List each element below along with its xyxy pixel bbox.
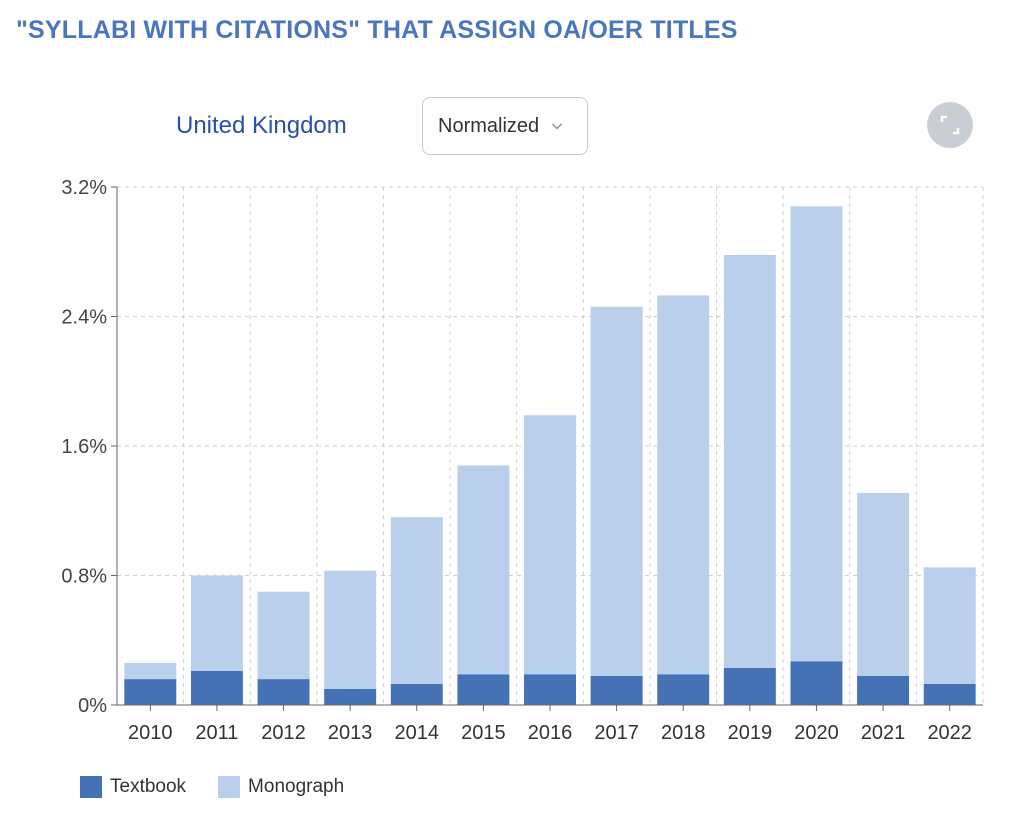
bar-textbook-2018	[657, 674, 710, 705]
bar-textbook-2011	[190, 671, 243, 705]
legend-item-monograph[interactable]: Monograph	[218, 776, 344, 798]
expand-button[interactable]	[927, 102, 973, 148]
x-tick-label: 2021	[861, 722, 906, 744]
bar-textbook-2019	[723, 667, 776, 705]
bar-monograph-2015	[457, 465, 510, 675]
bar-monograph-2017	[590, 306, 643, 676]
chart-title: "SYLLABI WITH CITATIONS" THAT ASSIGN OA/…	[16, 16, 738, 44]
bar-textbook-2012	[257, 679, 310, 705]
normalization-select[interactable]: Normalized	[422, 97, 588, 155]
normalization-select-value: Normalized	[438, 114, 540, 137]
x-tick-label: 2012	[261, 722, 306, 744]
x-tick-label: 2011	[195, 722, 238, 744]
legend-swatch	[80, 776, 102, 798]
bar-textbook-2022	[923, 683, 976, 705]
x-tick-label: 2016	[528, 722, 573, 744]
bar-textbook-2010	[124, 679, 177, 705]
bar-monograph-2014	[390, 517, 443, 684]
bar-monograph-2021	[857, 492, 910, 676]
chevron-down-icon	[551, 120, 563, 132]
x-tick-label: 2020	[794, 722, 839, 744]
bar-monograph-2016	[524, 415, 576, 675]
legend: Textbook Monograph	[80, 776, 376, 798]
bar-monograph-2011	[190, 575, 243, 672]
legend-label: Textbook	[110, 776, 187, 797]
bar-monograph-2010	[124, 662, 177, 680]
bar-textbook-2020	[790, 661, 843, 705]
y-tick-label: 0.8%	[61, 566, 107, 588]
bar-monograph-2012	[257, 591, 310, 680]
expand-icon	[939, 114, 961, 136]
x-tick-label: 2014	[395, 722, 440, 744]
x-tick-label: 2018	[661, 722, 706, 744]
y-tick-label: 3.2%	[61, 177, 107, 199]
y-tick-label: 2.4%	[61, 307, 107, 329]
bar-monograph-2018	[657, 295, 710, 675]
x-tick-label: 2017	[594, 722, 639, 744]
bar-textbook-2015	[457, 674, 510, 705]
stacked-bar-chart: 0% 0.8% 1.6% 2.4% 3.2% 2010 2011 2012 2013 2014 20…	[61, 177, 984, 744]
bar-monograph-2019	[723, 254, 776, 668]
y-tick-label: 1.6%	[61, 436, 107, 458]
bar-monograph-2022	[923, 567, 976, 684]
bar-textbook-2016	[524, 674, 576, 705]
legend-swatch	[218, 776, 241, 798]
x-tick-label: 2019	[728, 722, 773, 744]
x-tick-label: 2010	[128, 722, 173, 744]
bar-textbook-2014	[390, 683, 443, 705]
bar-textbook-2013	[324, 688, 377, 705]
x-tick-label: 2013	[328, 722, 373, 744]
x-tick-label: 2022	[927, 722, 972, 744]
bar-monograph-2013	[324, 570, 377, 689]
x-tick-label: 2015	[461, 722, 506, 744]
region-label: United Kingdom	[176, 112, 347, 139]
bar-monograph-2020	[790, 206, 843, 662]
legend-item-textbook[interactable]: Textbook	[80, 776, 186, 798]
bar-textbook-2017	[590, 675, 643, 705]
bar-textbook-2021	[857, 675, 910, 705]
legend-label: Monograph	[248, 776, 345, 797]
y-tick-label: 0%	[78, 695, 107, 717]
